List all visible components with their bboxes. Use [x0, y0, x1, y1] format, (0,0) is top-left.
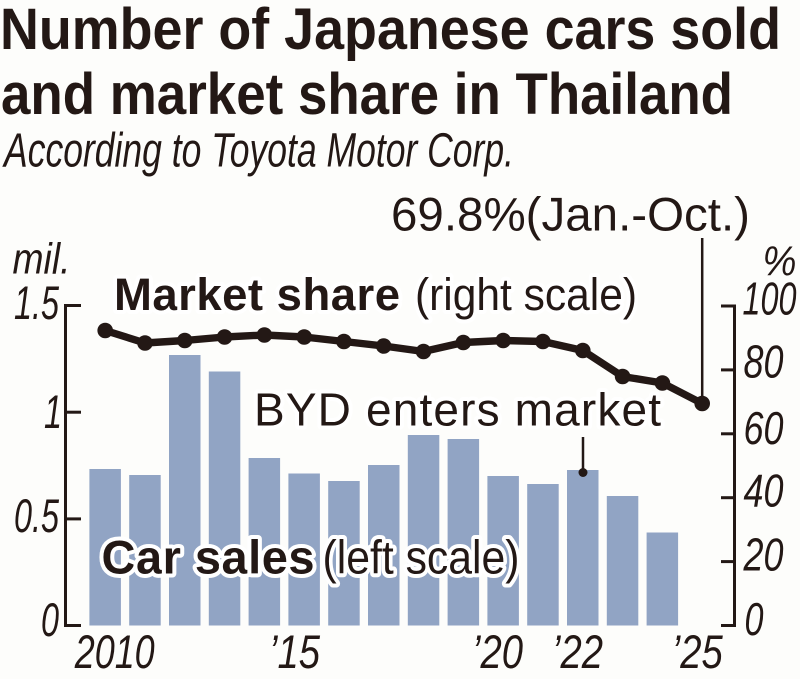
svg-text:0.5: 0.5	[14, 490, 59, 543]
svg-text:Car sales: Car sales	[102, 530, 315, 583]
svg-text:and market share in Thailand: and market share in Thailand	[1, 62, 733, 127]
svg-text:According to Toyota Motor Corp: According to Toyota Motor Corp.	[2, 124, 514, 177]
svg-text:0: 0	[41, 594, 59, 647]
svg-text:69.8%(Jan.-Oct.): 69.8%(Jan.-Oct.)	[391, 189, 750, 242]
svg-text:1.5: 1.5	[14, 277, 59, 330]
svg-text:’22: ’22	[552, 625, 603, 678]
svg-text:1: 1	[44, 386, 62, 439]
svg-text:80: 80	[744, 336, 784, 388]
svg-text:20: 20	[743, 529, 784, 581]
svg-text:2010: 2010	[74, 625, 155, 678]
svg-text:Number of Japanese cars sold: Number of Japanese cars sold	[0, 0, 781, 62]
svg-text:mil.: mil.	[13, 235, 71, 284]
svg-text:’25: ’25	[672, 625, 724, 678]
svg-text:60: 60	[744, 402, 784, 454]
svg-text:’15: ’15	[269, 625, 321, 678]
svg-text:’20: ’20	[472, 625, 523, 678]
svg-text:%: %	[763, 238, 797, 285]
svg-text:(right scale): (right scale)	[415, 269, 637, 320]
svg-text:0: 0	[745, 593, 764, 645]
svg-text:40: 40	[744, 465, 784, 517]
svg-text:BYD enters market: BYD enters market	[254, 384, 661, 436]
svg-text:Market share: Market share	[114, 269, 400, 320]
svg-text:(left scale): (left scale)	[323, 530, 520, 583]
svg-text:100: 100	[743, 273, 797, 325]
